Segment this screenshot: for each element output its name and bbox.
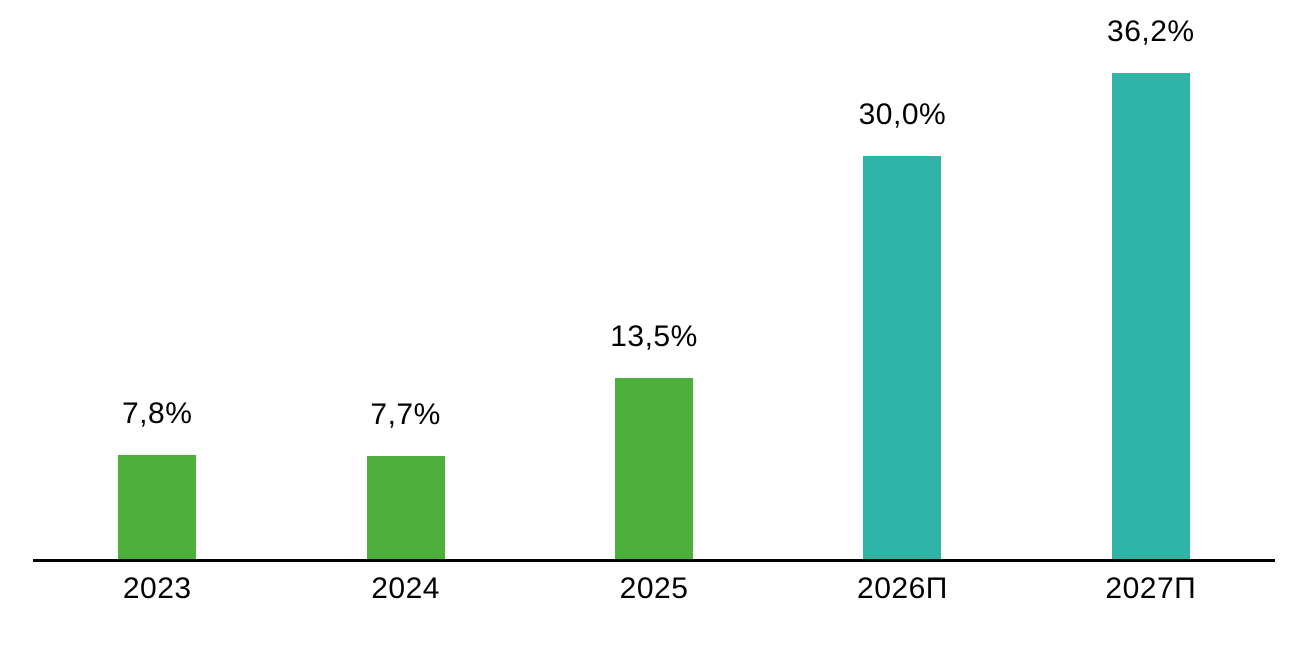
bar-value-label: 30,0% bbox=[858, 98, 947, 131]
x-axis-label: 2023 bbox=[122, 572, 192, 605]
bar-value-label: 36,2% bbox=[1107, 15, 1195, 48]
bar-value-label: 7,7% bbox=[370, 398, 441, 431]
plot-area: 7,8% 7,7% 13,5% 30,0% 36,2% bbox=[33, 0, 1275, 560]
bar-column: 7,7% bbox=[281, 0, 529, 560]
x-axis-label: 2026П bbox=[857, 572, 948, 605]
x-axis-label: 2027П bbox=[1105, 572, 1197, 605]
bar bbox=[366, 456, 445, 560]
x-axis-label: 2024 bbox=[371, 572, 440, 605]
bar-value-label: 7,8% bbox=[122, 397, 193, 430]
x-axis-line bbox=[33, 559, 1275, 562]
bar-column: 30,0% bbox=[778, 0, 1026, 560]
bar-column: 7,8% bbox=[33, 0, 281, 560]
bar bbox=[1111, 73, 1190, 560]
x-axis-label: 2025 bbox=[619, 572, 689, 605]
bar bbox=[615, 378, 694, 560]
bar-column: 13,5% bbox=[530, 0, 778, 560]
bar-column: 36,2% bbox=[1027, 0, 1275, 560]
x-axis-labels: 2023 2024 2025 2026П 2027П bbox=[33, 572, 1275, 605]
bar bbox=[118, 455, 197, 560]
bar-value-label: 13,5% bbox=[610, 320, 698, 353]
bar bbox=[863, 156, 942, 560]
